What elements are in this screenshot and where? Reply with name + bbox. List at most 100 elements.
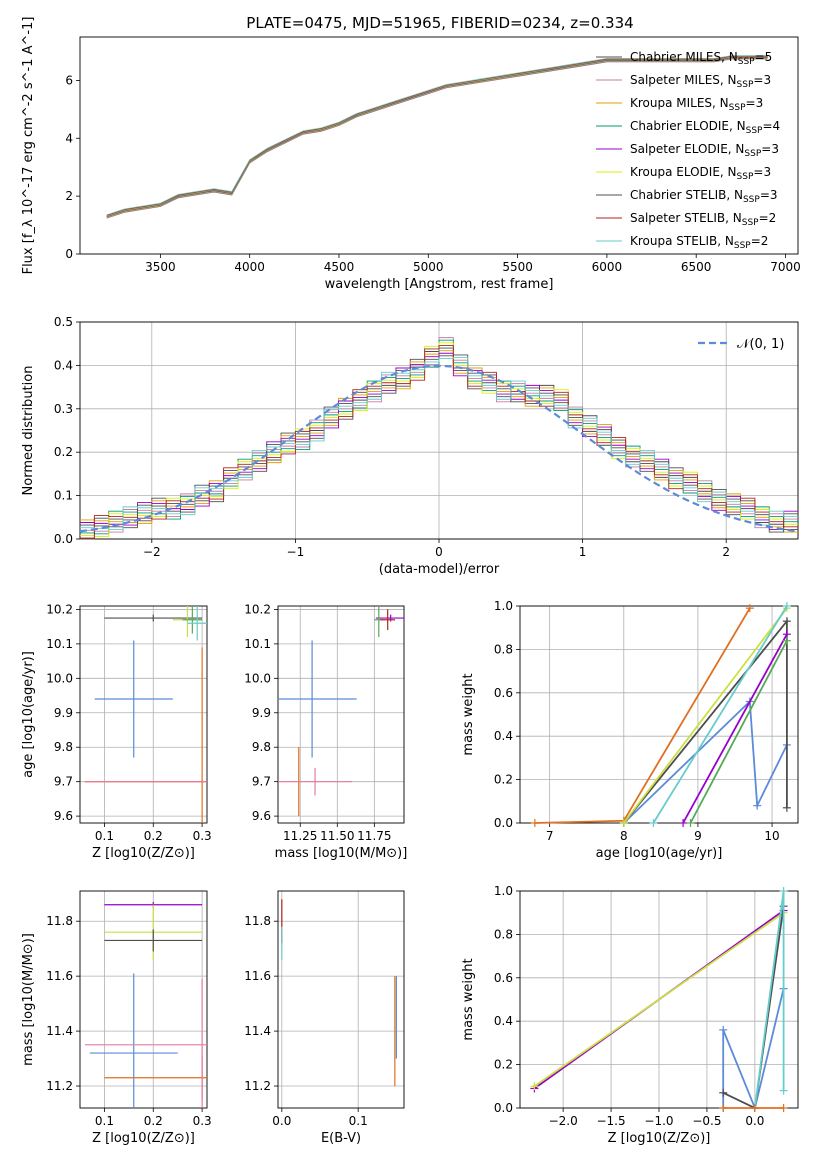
weight-line — [623, 618, 788, 824]
y-tick-label: 0.2 — [54, 445, 73, 459]
axes-frame — [79, 890, 208, 1109]
x-axis-label: E(B-V) — [321, 1131, 361, 1146]
x-tick-label: 9 — [694, 829, 702, 843]
y-tick-label: 0.0 — [494, 1101, 513, 1115]
axes-frame — [277, 605, 405, 824]
x-tick-label: 0.2 — [144, 1114, 163, 1128]
x-axis-label: Z [log10(Z/Z⊙)] — [92, 846, 195, 861]
axes-frame — [519, 890, 799, 1109]
y-tick-label: 11.4 — [244, 1024, 271, 1038]
y-tick-label: 10.1 — [46, 637, 73, 651]
y-tick-label: 1.0 — [494, 884, 513, 898]
legend-label: Salpeter MILES, NSSP=3 — [630, 73, 771, 90]
x-tick-label: −1.5 — [596, 1114, 625, 1128]
y-tick-label: 9.9 — [54, 706, 73, 720]
weight-line — [682, 633, 788, 824]
y-tick-label: 4 — [65, 131, 73, 145]
histogram-step — [80, 357, 798, 530]
weight-line — [722, 906, 785, 1110]
x-tick-label: 2 — [722, 545, 730, 559]
y-tick-label: 0.5 — [54, 315, 73, 329]
mass-weight-vs-age-plot: 7 8 9 10 0.0 0.2 0.4 0.6 0.8 1.0 age [log10(age/yr… — [461, 599, 799, 861]
x-tick-label: 1 — [579, 545, 587, 559]
weight-line — [534, 607, 751, 824]
y-tick-label: 0.2 — [494, 1058, 513, 1072]
residual-histogram-plot: −2 −1 0 1 2 0.0 0.1 0.2 0.3 0.4 0.5 (data-model)/er… — [21, 315, 799, 577]
axes-frame — [79, 36, 799, 255]
y-tick-label: 11.8 — [46, 914, 73, 928]
x-axis-label: Z [log10(Z/Z⊙)] — [608, 1131, 711, 1146]
y-tick-label: 9.8 — [252, 740, 271, 754]
x-axis-label: wavelength [Angstrom, rest frame] — [325, 277, 554, 292]
age-vs-mass-plot: 11.25 11.50 11.75 9.6 9.7 9.8 9.9 10.0 10.1 10.2 m… — [244, 602, 407, 861]
x-tick-label: 0 — [435, 545, 443, 559]
y-tick-label: 9.6 — [54, 809, 73, 823]
y-axis-label: mass weight — [461, 958, 476, 1040]
x-tick-label: −1 — [287, 545, 305, 559]
legend-label: Salpeter ELODIE, NSSP=3 — [630, 142, 779, 159]
x-tick-label: 0.3 — [193, 1114, 212, 1128]
y-tick-label: 0.0 — [54, 532, 73, 546]
age-vs-metallicity-plot: 0.1 0.2 0.3 9.6 9.7 9.8 9.9 10.0 10.1 10.2 Z [log1… — [21, 602, 212, 861]
x-tick-label: 3500 — [145, 260, 176, 274]
x-tick-label: 5500 — [502, 260, 533, 274]
weight-line — [722, 988, 785, 1111]
y-tick-label: 0.2 — [494, 773, 513, 787]
y-tick-label: 0.3 — [54, 402, 73, 416]
y-tick-label: 9.7 — [54, 775, 73, 789]
spectrum-plot: 3500 4000 4500 5000 5500 6000 6500 7000 0 2 4 6 wave… — [21, 17, 801, 292]
legend-label: Chabrier MILES, NSSP=5 — [630, 50, 772, 67]
weight-line — [623, 607, 788, 824]
x-tick-label: 6500 — [681, 260, 712, 274]
gaussian-curve — [79, 364, 799, 533]
y-axis-label: Normed distribution — [21, 366, 36, 496]
y-tick-label: 0.4 — [494, 729, 513, 743]
mass-vs-metallicity-plot: 0.1 0.2 0.3 11.2 11.4 11.6 11.8 Z [log10(Z/Z⊙)]… — [21, 890, 212, 1146]
axes-frame — [79, 605, 208, 824]
model-spectrum-line — [106, 55, 768, 216]
x-tick-label: 8 — [620, 829, 628, 843]
legend-label: Chabrier ELODIE, NSSP=4 — [630, 119, 780, 136]
y-tick-label: 0.6 — [494, 686, 513, 700]
y-tick-label: 10.0 — [244, 671, 271, 685]
legend-label: Kroupa STELIB, NSSP=2 — [630, 234, 768, 251]
weight-line — [689, 640, 788, 824]
axes-frame — [79, 321, 799, 540]
y-tick-label: 9.9 — [252, 706, 271, 720]
x-tick-label: 0.2 — [144, 829, 163, 843]
y-tick-label: 0.0 — [494, 816, 513, 830]
y-axis-label: Flux [f_λ 10^-17 erg cm^-2 s^-1 A^-1] — [21, 17, 36, 275]
x-axis-label: mass [log10(M/M⊙)] — [275, 846, 408, 861]
x-tick-label: 11.50 — [320, 829, 354, 843]
x-tick-label: −0.5 — [692, 1114, 721, 1128]
y-tick-label: 0.4 — [54, 358, 73, 372]
y-tick-label: 10.1 — [244, 637, 271, 651]
y-tick-label: 11.6 — [46, 969, 73, 983]
y-tick-label: 11.2 — [244, 1079, 271, 1093]
x-tick-label: 5000 — [413, 260, 444, 274]
histogram-step — [80, 354, 798, 533]
x-tick-label: 0.0 — [745, 1114, 764, 1128]
y-tick-label: 9.7 — [252, 775, 271, 789]
y-tick-label: 10.2 — [46, 602, 73, 616]
legend-label: Kroupa MILES, NSSP=3 — [630, 96, 763, 113]
x-tick-label: 10 — [764, 829, 779, 843]
x-tick-label: 0.1 — [95, 1114, 114, 1128]
axes-frame — [277, 890, 405, 1109]
x-axis-label: Z [log10(Z/Z⊙)] — [92, 1131, 195, 1146]
legend-label: Kroupa ELODIE, NSSP=3 — [630, 165, 771, 182]
weight-line — [533, 911, 785, 1088]
y-axis-label: age [log10(age/yr)] — [21, 651, 36, 778]
histogram-step — [80, 344, 798, 539]
x-tick-label: 7 — [546, 829, 554, 843]
y-tick-label: 11.4 — [46, 1024, 73, 1038]
y-tick-label: 9.8 — [54, 740, 73, 754]
y-tick-label: 2 — [65, 189, 73, 203]
x-tick-label: 7000 — [770, 260, 801, 274]
y-tick-label: 0.8 — [494, 642, 513, 656]
x-tick-label: 0.1 — [349, 1114, 368, 1128]
weight-line — [652, 605, 788, 824]
y-tick-label: 0 — [65, 247, 73, 261]
y-tick-label: 0.6 — [494, 971, 513, 985]
